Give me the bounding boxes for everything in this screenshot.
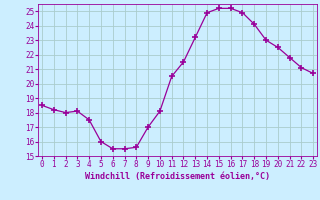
X-axis label: Windchill (Refroidissement éolien,°C): Windchill (Refroidissement éolien,°C) [85,172,270,181]
